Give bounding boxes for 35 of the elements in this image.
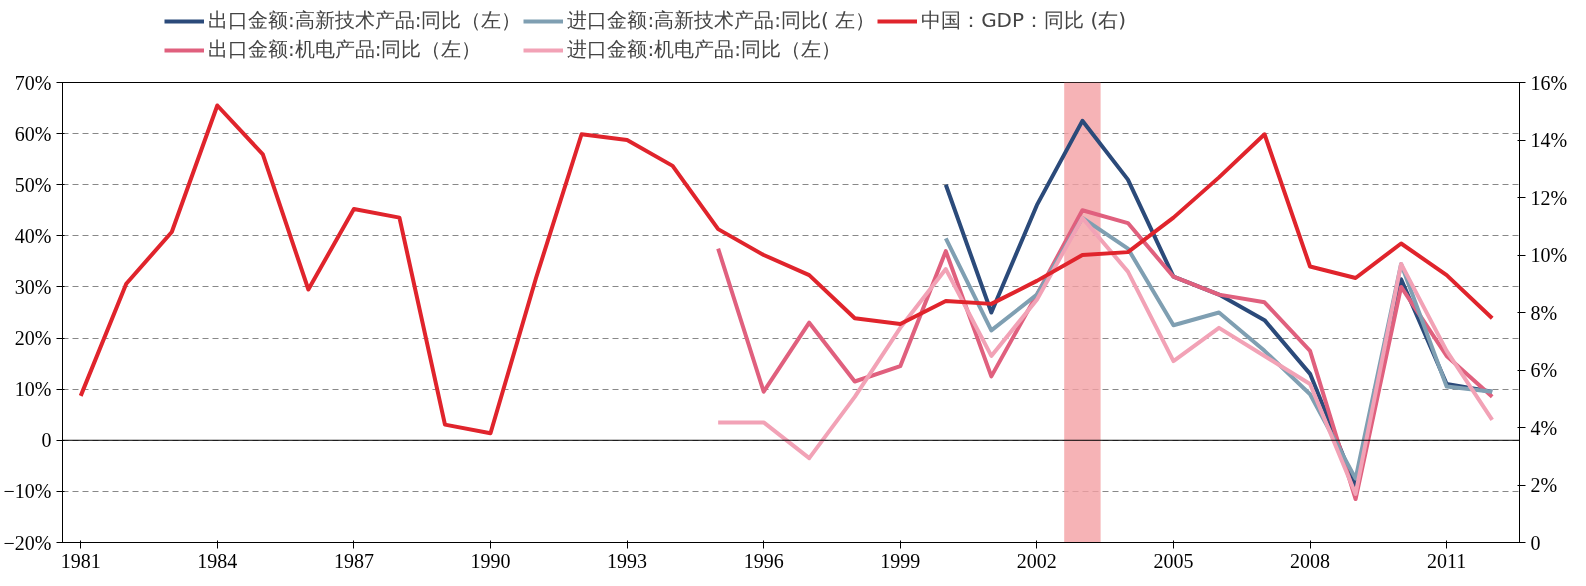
x-tick-label: 2011 (1427, 549, 1467, 572)
y2-tick-label: 14% (1530, 129, 1568, 151)
y2-tick-label: 16% (1530, 71, 1568, 94)
x-tick-label: 1981 (60, 549, 101, 572)
y-tick-label: 0 (41, 429, 52, 452)
y2-tick-label: 0 (1530, 531, 1541, 554)
y2-tick-label: 8% (1530, 301, 1558, 324)
y2-tick-label: 10% (1530, 244, 1568, 266)
y-tick-label: 70% (14, 71, 52, 94)
y2-tick-label: 2% (1530, 474, 1558, 496)
x-tick-label: 1990 (470, 549, 511, 572)
y2-tick-label: 6% (1530, 359, 1558, 381)
legend-label: 进口金额:机电产品:同比（左） (567, 36, 841, 63)
y-tick-label: 20% (14, 327, 52, 350)
y-tick-label: −10% (3, 480, 52, 503)
x-tick-label: 2005 (1153, 549, 1194, 572)
legend-label: 出口金额:高新技术产品:同比（左） (208, 7, 522, 34)
y-tick-label: −20% (3, 531, 52, 554)
y-tick-label: 50% (14, 173, 52, 196)
y2-tick-label: 12% (1530, 186, 1568, 209)
x-tick-label: 1999 (880, 549, 921, 572)
x-tick-label: 1996 (743, 549, 784, 572)
legend-label: 中国：GDP：同比 (右) (921, 7, 1127, 34)
y-tick-label: 10% (14, 378, 52, 401)
legend-label: 出口金额:机电产品:同比（左） (208, 36, 482, 63)
x-tick-label: 1993 (607, 549, 648, 572)
x-tick-label: 2008 (1290, 549, 1331, 572)
legend-label: 进口金额:高新技术产品:同比( 左） (567, 7, 876, 34)
y-tick-label: 30% (14, 275, 52, 298)
x-tick-label: 1987 (333, 549, 374, 572)
y-tick-label: 40% (14, 224, 52, 247)
y-tick-label: 60% (14, 122, 52, 145)
x-tick-label: 2002 (1016, 549, 1057, 572)
x-tick-label: 1984 (197, 549, 238, 572)
y2-tick-label: 4% (1530, 416, 1558, 439)
